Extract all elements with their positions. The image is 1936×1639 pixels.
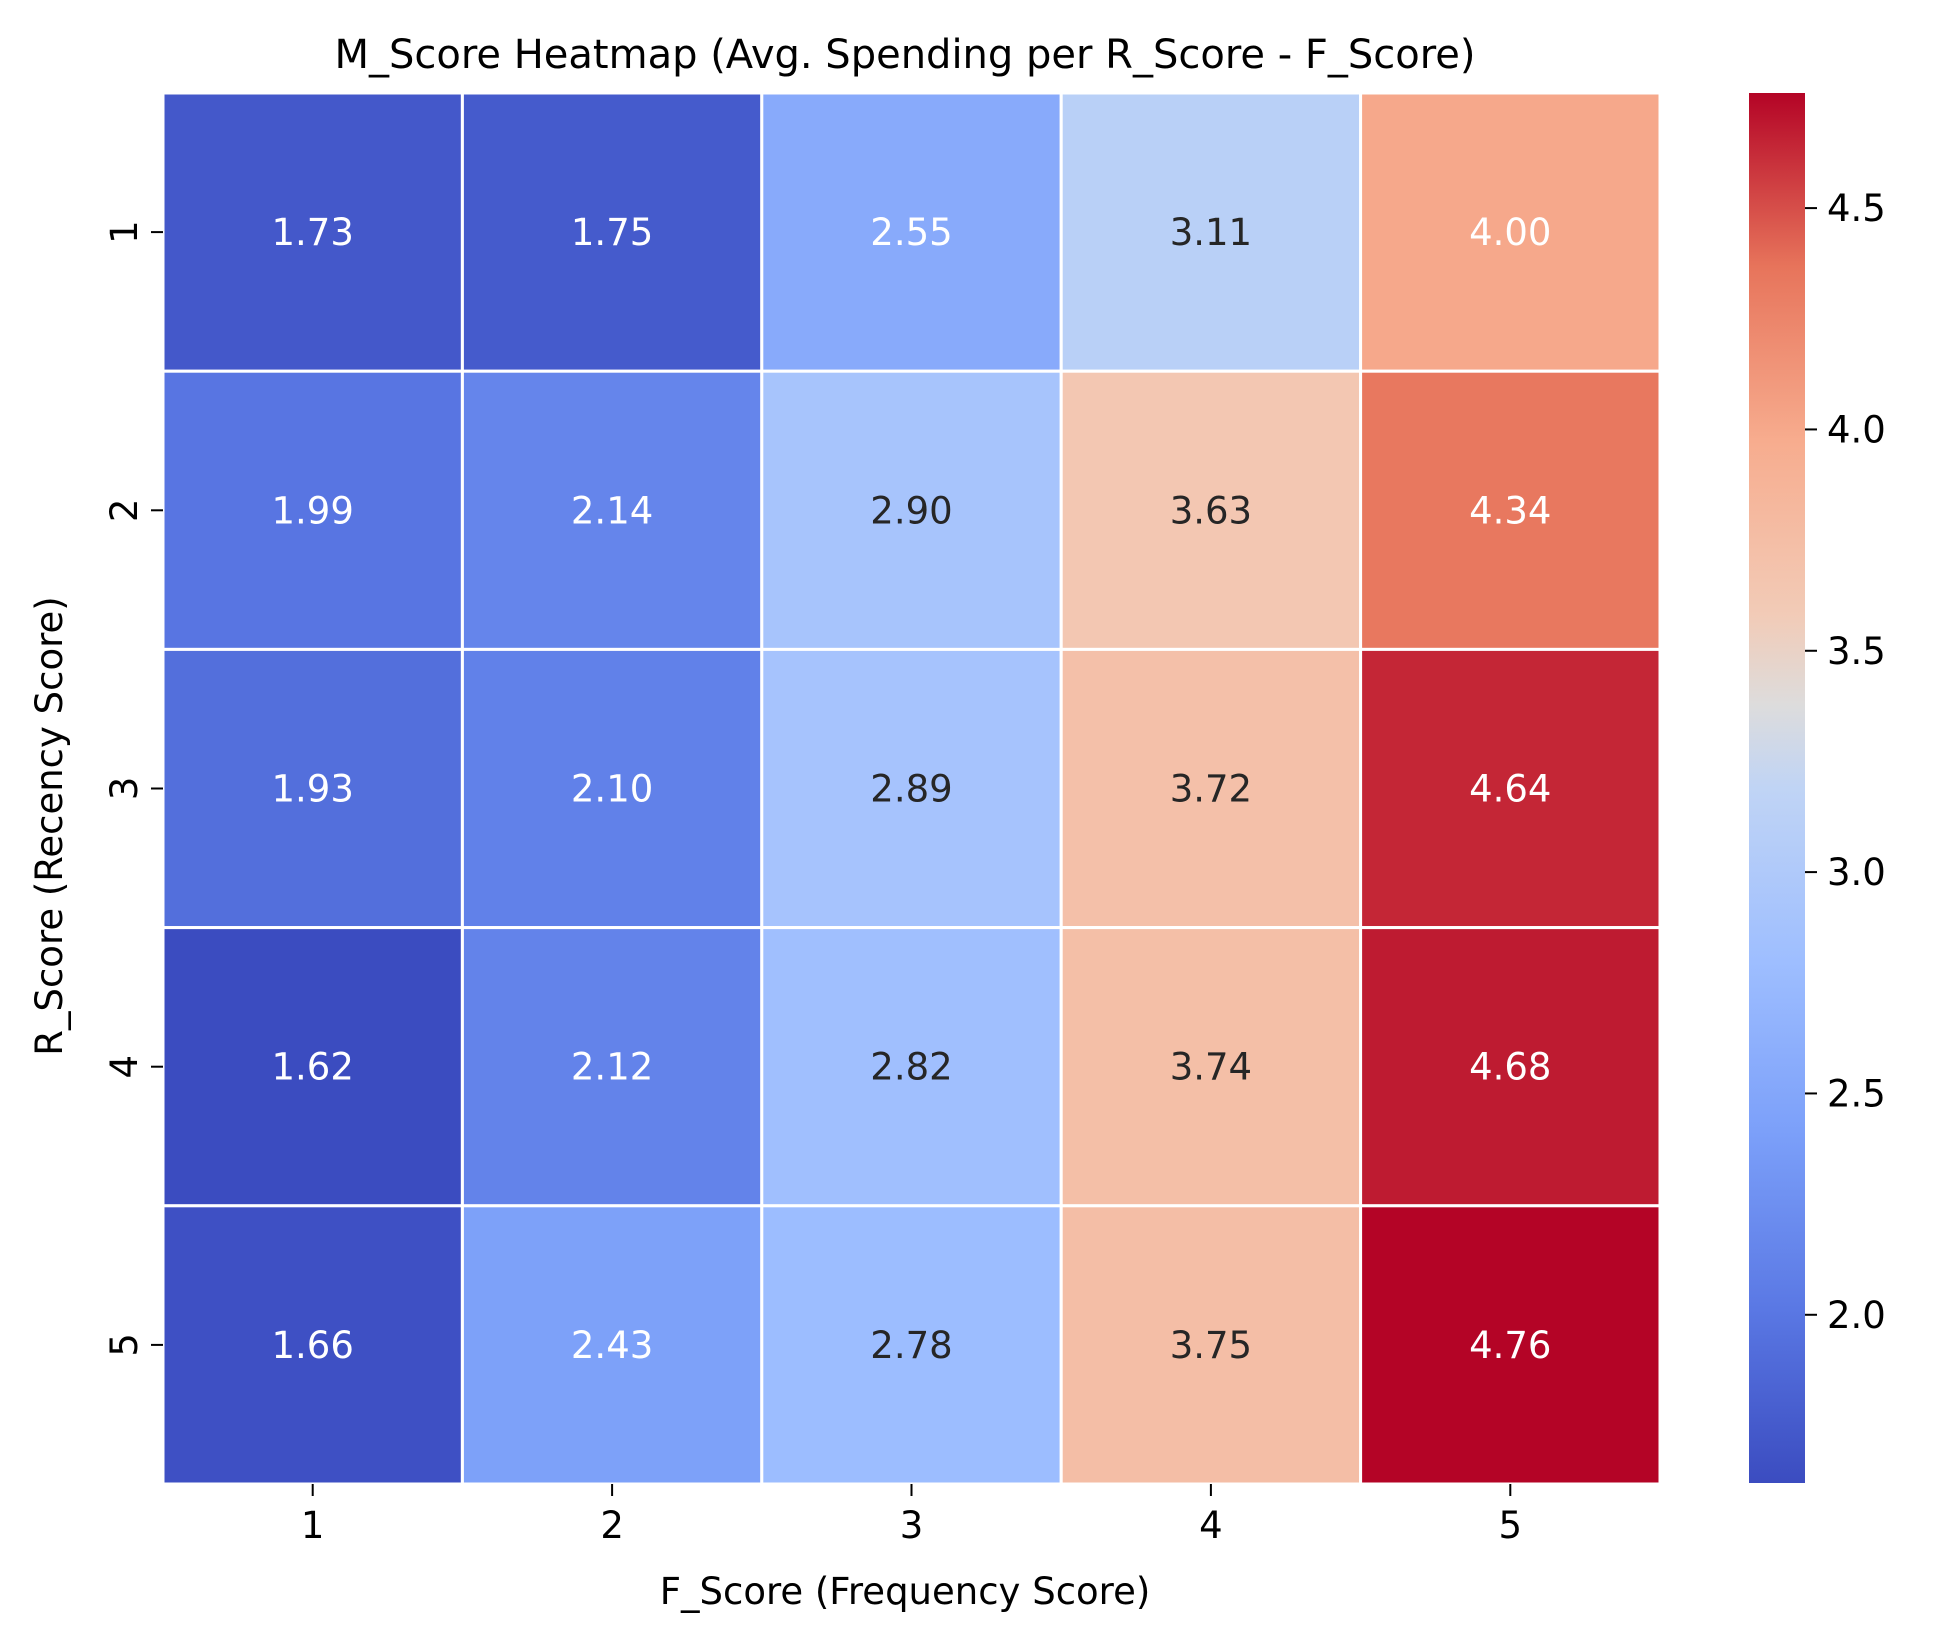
cell-value-label: 4.76	[1469, 1324, 1551, 1367]
heatmap-cell-r3-f2	[460, 647, 764, 930]
cell-value-label: 2.10	[571, 768, 653, 811]
cell-value-label: 3.72	[1170, 768, 1252, 811]
y-tick-label: 5	[103, 1333, 146, 1357]
cell-value-label: 4.64	[1469, 768, 1551, 811]
cell-value-label: 4.68	[1469, 1046, 1551, 1089]
x-tick-label: 3	[900, 1504, 924, 1547]
y-axis: 1 2 3 4 5	[103, 220, 163, 1357]
heatmap-cell-labels: 1.73 1.75 2.55 3.11 4.00 1.99 2.14 2.90 3.63 4.34…	[272, 211, 1552, 1367]
cell-value-label: 3.11	[1170, 211, 1252, 254]
cell-value-label: 3.75	[1170, 1324, 1252, 1367]
cell-value-label: 2.14	[571, 489, 653, 532]
heatmap-cell-r4-f3	[760, 926, 1063, 1208]
colorbar-ticks: 2.0 2.5 3.0 3.5 4.0 4.5	[1805, 187, 1886, 1337]
colorbar-tick-label: 4.5	[1827, 187, 1886, 230]
cell-value-label: 2.43	[571, 1324, 653, 1367]
cell-value-label: 2.12	[571, 1046, 653, 1089]
cell-value-label: 4.00	[1469, 211, 1551, 254]
colorbar-tick-label: 3.0	[1827, 851, 1886, 894]
cell-value-label: 2.78	[870, 1324, 952, 1367]
x-tick-label: 1	[301, 1504, 325, 1547]
heatmap-cell-r1-f3	[760, 91, 1063, 373]
heatmap-cell-r1-f1	[161, 91, 464, 373]
heatmap-cell-r3-f4	[1059, 647, 1363, 930]
heatmap-cell-r2-f1	[161, 369, 464, 651]
cell-value-label: 1.73	[272, 211, 354, 254]
colorbar-tick-label: 2.5	[1827, 1072, 1886, 1115]
heatmap-cell-r5-f1	[161, 1204, 464, 1486]
cell-value-label: 4.34	[1469, 489, 1551, 532]
colorbar: 2.0 2.5 3.0 3.5 4.0 4.5	[1749, 93, 1886, 1483]
heatmap-cell-r1-f5	[1359, 91, 1662, 373]
heatmap-cell-r2-f5	[1359, 369, 1662, 651]
x-tick-label: 5	[1499, 1504, 1523, 1547]
y-axis-label: R_Score (Recency Score)	[28, 596, 71, 1055]
cell-value-label: 1.66	[272, 1324, 354, 1367]
x-tick-label: 4	[1199, 1504, 1223, 1547]
y-tick-label: 1	[103, 220, 146, 244]
cell-value-label: 3.63	[1170, 489, 1252, 532]
colorbar-tick-label: 2.0	[1827, 1294, 1886, 1337]
cell-value-label: 1.93	[272, 768, 354, 811]
cell-value-label: 1.99	[272, 489, 354, 532]
heatmap-cell-r5-f2	[460, 1204, 764, 1486]
cell-value-label: 3.74	[1170, 1046, 1252, 1089]
y-tick-label: 4	[103, 1055, 146, 1079]
heatmap-cell-r5-f3	[760, 1204, 1063, 1486]
heatmap-cell-r1-f2	[460, 91, 764, 373]
heatmap-cell-r3-f5	[1359, 647, 1662, 930]
cell-value-label: 1.75	[571, 211, 653, 254]
cell-value-label: 2.55	[870, 211, 952, 254]
heatmap-cell-r5-f5	[1359, 1204, 1662, 1486]
heatmap-cell-r2-f3	[760, 369, 1063, 651]
cell-value-label: 2.82	[870, 1046, 952, 1089]
cell-value-label: 2.89	[870, 768, 952, 811]
chart-title: M_Score Heatmap (Avg. Spending per R_Sco…	[334, 32, 1475, 78]
x-tick-label: 2	[600, 1504, 624, 1547]
colorbar-tick-label: 4.0	[1827, 408, 1886, 451]
y-tick-label: 3	[103, 777, 146, 801]
x-axis-label: F_Score (Frequency Score)	[660, 1570, 1151, 1613]
heatmap-cell-r4-f5	[1359, 926, 1662, 1208]
cell-value-label: 2.90	[870, 489, 952, 532]
heatmap-cells	[161, 91, 1662, 1486]
y-tick-label: 2	[103, 499, 146, 523]
colorbar-tick-label: 3.5	[1827, 630, 1886, 673]
heatmap-cell-r4-f2	[460, 926, 764, 1208]
heatmap-cell-r3-f3	[760, 647, 1063, 930]
heatmap-cell-r4-f4	[1059, 926, 1363, 1208]
heatmap-cell-r1-f4	[1059, 91, 1363, 373]
x-axis: 1 2 3 4 5	[301, 1484, 1522, 1547]
colorbar-gradient	[1749, 93, 1805, 1483]
cell-value-label: 1.62	[272, 1046, 354, 1089]
